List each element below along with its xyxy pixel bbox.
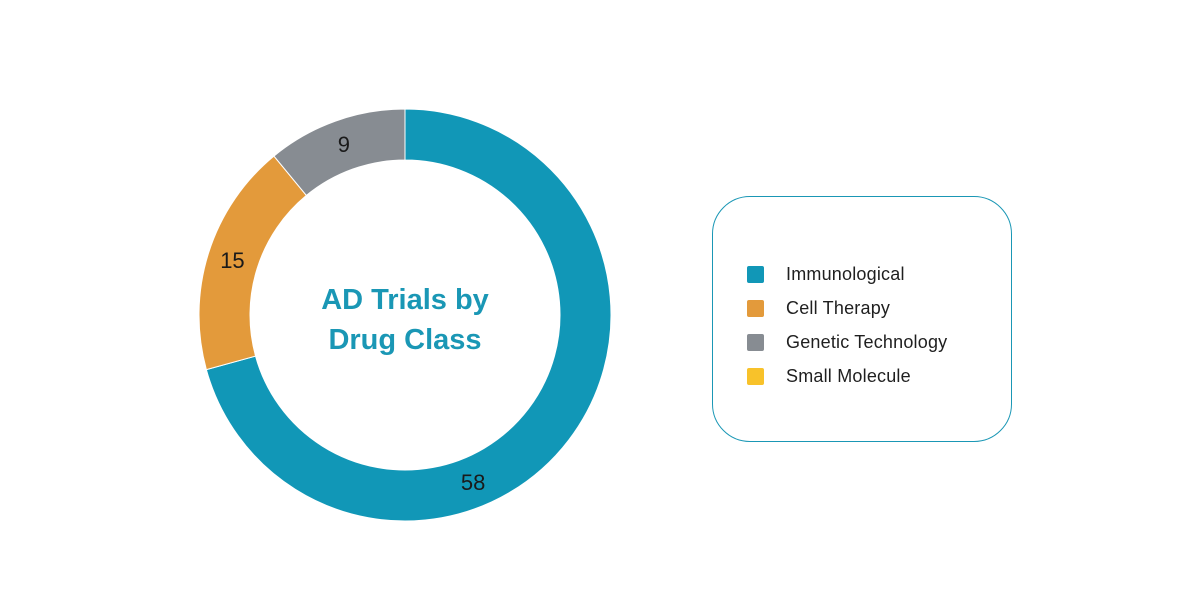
legend-item-cell-therapy: Cell Therapy xyxy=(747,291,947,325)
legend-swatch-small-molecule xyxy=(747,367,764,385)
legend-swatch-immunological xyxy=(747,265,764,283)
legend-swatch-genetic-technology xyxy=(747,333,764,351)
legend-item-small-molecule: Small Molecule xyxy=(747,359,947,393)
legend-label-genetic-technology: Genetic Technology xyxy=(786,331,948,352)
chart-title: AD Trials by Drug Class xyxy=(255,280,555,360)
data-label-genetic-technology: 9 xyxy=(338,132,350,157)
data-label-cell-therapy: 15 xyxy=(220,248,244,273)
chart-title-line-1: AD Trials by xyxy=(321,284,489,316)
legend-item-genetic-technology: Genetic Technology xyxy=(747,325,947,359)
slice-immunological xyxy=(205,108,612,522)
legend-items: Immunological Cell Therapy Genetic Techn… xyxy=(747,257,947,393)
legend-swatch-cell-therapy xyxy=(747,299,764,317)
legend-item-immunological: Immunological xyxy=(747,257,947,291)
chart-title-line-2: Drug Class xyxy=(328,324,482,356)
slice-genetic-technology xyxy=(273,108,406,197)
legend: Immunological Cell Therapy Genetic Techn… xyxy=(712,196,1012,442)
legend-label-immunological: Immunological xyxy=(786,263,905,284)
legend-label-small-molecule: Small Molecule xyxy=(786,365,911,386)
legend-label-cell-therapy: Cell Therapy xyxy=(786,297,891,318)
data-label-immunological: 58 xyxy=(461,470,485,495)
